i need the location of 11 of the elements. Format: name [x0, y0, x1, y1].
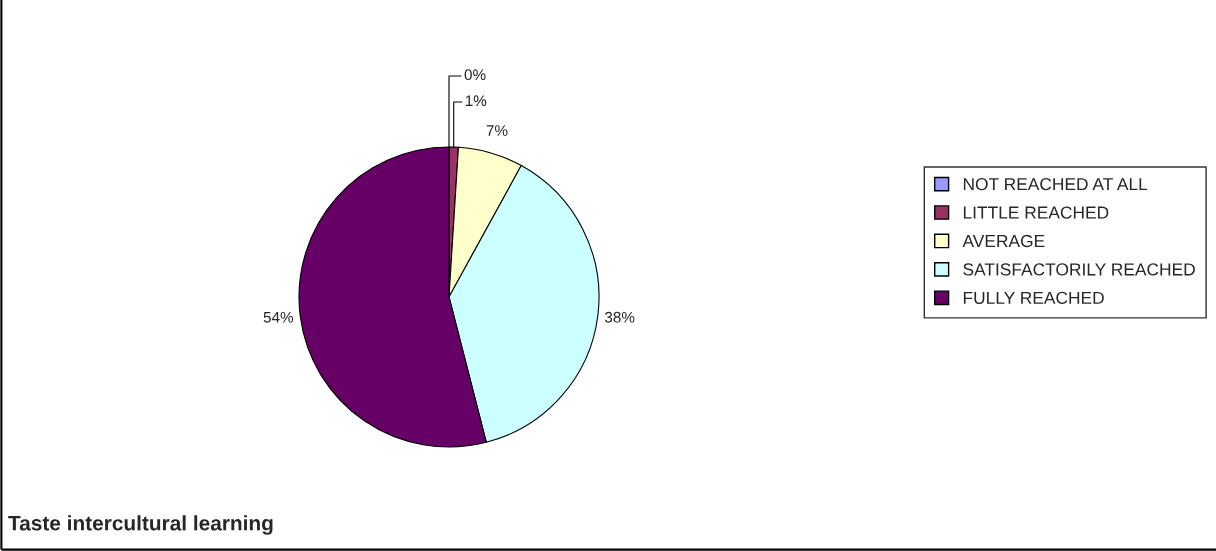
- text: 0%: [464, 69, 486, 81]
- legend-label: FULLY REACHED: [963, 291, 1104, 304]
- data-label: 7%: [486, 125, 508, 136]
- data-label: 38%: [604, 311, 635, 323]
- legend-label: LITTLE REACHED: [963, 206, 1109, 219]
- text: Taste intercultural learning: [8, 515, 273, 535]
- legend-label: SATISFACTORILY REACHED: [963, 263, 1195, 276]
- legend-label: NOT REACHED AT ALL: [963, 178, 1148, 191]
- data-label: 54%: [263, 311, 294, 323]
- legend-label: AVERAGE: [962, 234, 1045, 248]
- data-label: 1%: [465, 95, 487, 107]
